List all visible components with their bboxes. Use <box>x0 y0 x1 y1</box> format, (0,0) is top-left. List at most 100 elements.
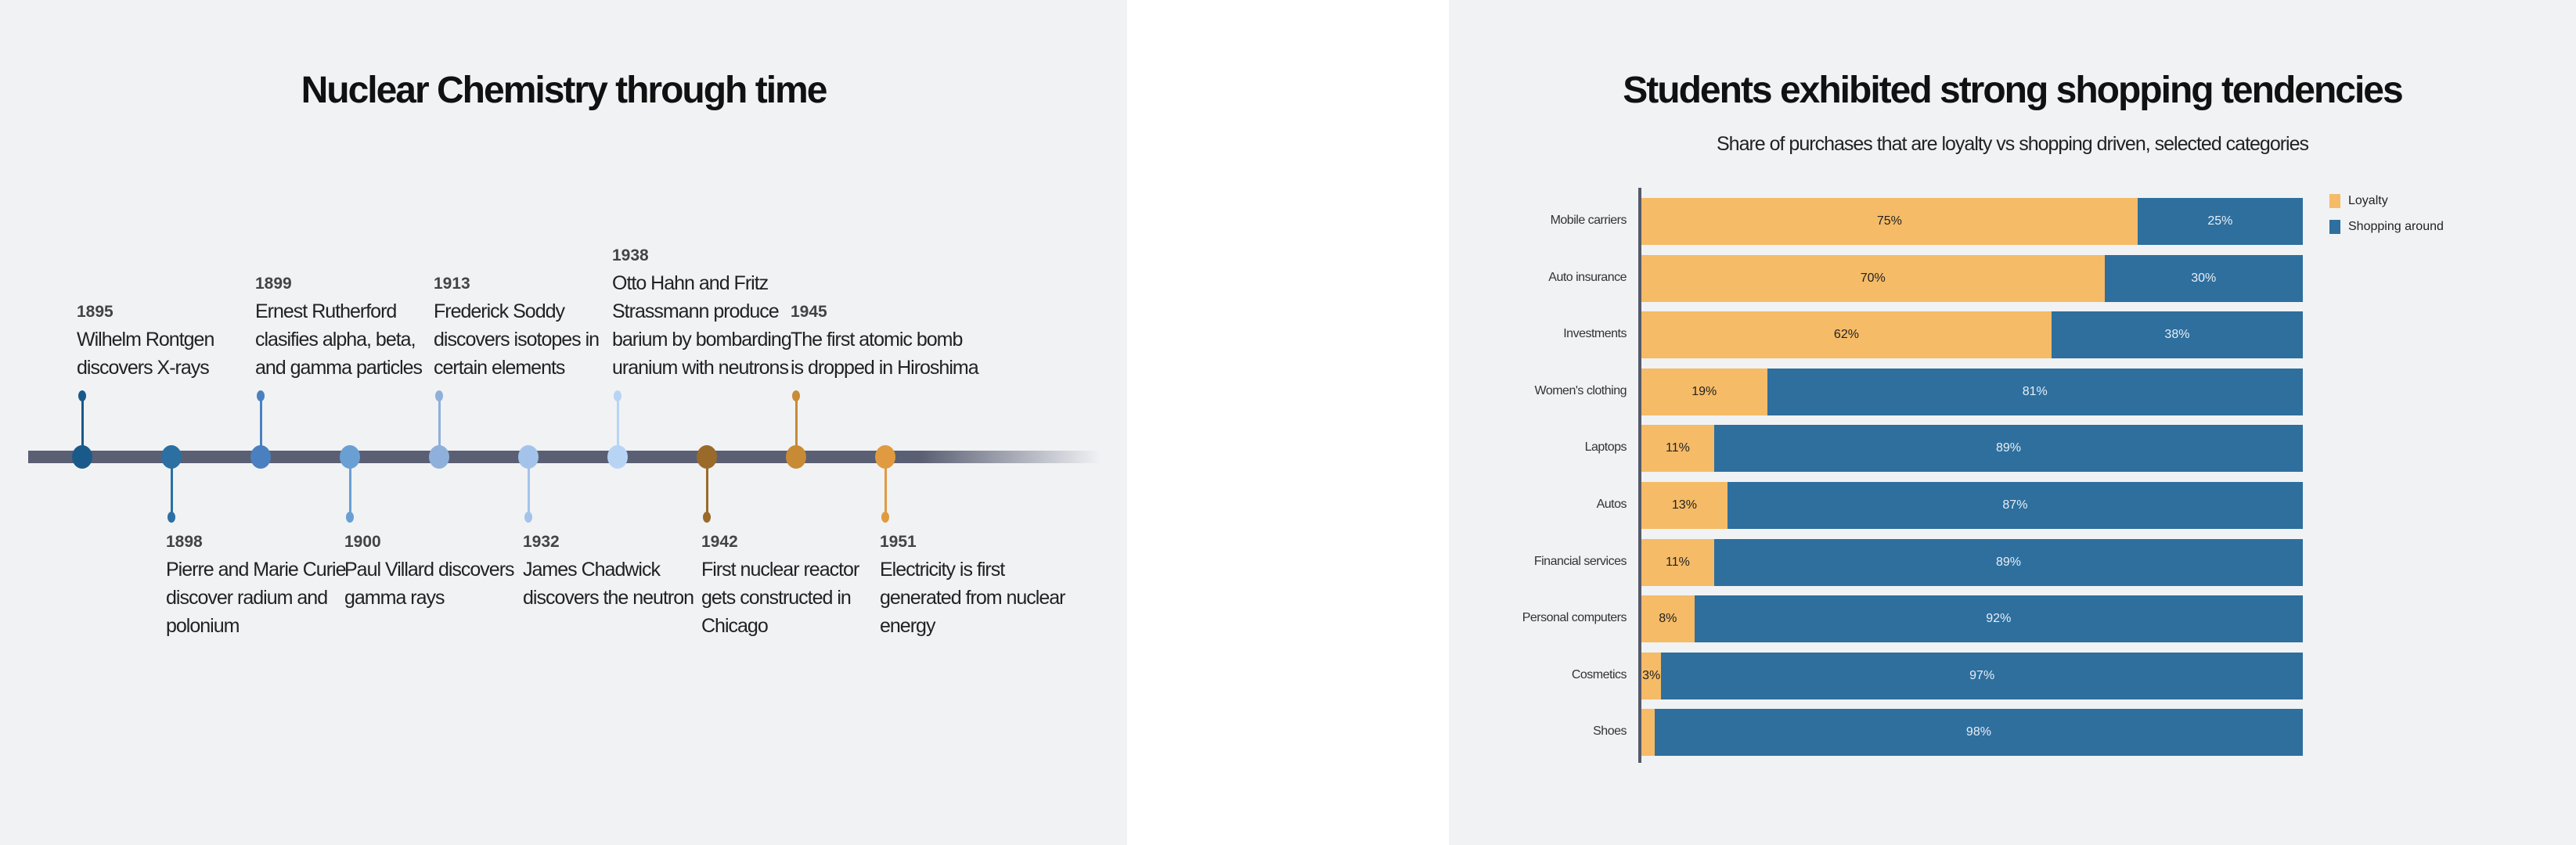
data-label: 87% <box>2002 498 2028 512</box>
data-label: 19% <box>1692 384 1717 398</box>
timeline-stem <box>81 396 84 457</box>
timeline-stem <box>348 457 351 517</box>
timeline-stem <box>794 396 798 457</box>
data-label: 89% <box>1995 441 2021 455</box>
bar-shopping-around: 89% <box>1713 425 2303 473</box>
event-year: 1900 <box>344 533 381 551</box>
bar-loyalty: 11% <box>1641 538 1714 586</box>
timeline-event-label: 1942 First nuclear reactor gets construct… <box>701 529 889 640</box>
category-label: Autos <box>1596 498 1627 511</box>
bar-shopping-around: 38% <box>2051 311 2303 359</box>
timeline-event-label: 1932 James Chadwick discovers the neutron <box>523 529 711 612</box>
bar-loyalty: 62% <box>1641 311 2052 359</box>
event-description: Paul Villard discovers gamma rays <box>344 559 515 609</box>
timeline-event-label: 1938 Otto Hahn and Fritz Strassmann produ… <box>612 243 800 382</box>
data-label: 25% <box>2207 214 2233 228</box>
event-description: Wilhelm Rontgen discovers X-rays <box>77 329 214 379</box>
data-label: 97% <box>1969 668 1995 682</box>
data-label: 38% <box>2164 328 2190 342</box>
timeline-event-label: 1898 Pierre and Marie Curie discover radi… <box>166 529 354 640</box>
timeline-end-dot <box>703 512 711 523</box>
bar-loyalty: 13% <box>1641 482 1728 529</box>
event-description: James Chadwick discovers the neutron <box>523 559 694 609</box>
y-axis-line <box>1638 188 1641 763</box>
timeline-end-dot <box>792 390 800 401</box>
legend-swatch <box>2329 220 2340 234</box>
data-label: 81% <box>2022 384 2048 398</box>
event-description: Electricity is first generated from nucl… <box>880 559 1065 637</box>
timeline-stem <box>705 457 708 517</box>
timeline-end-dot <box>881 512 889 523</box>
bar-loyalty: 19% <box>1641 368 1767 415</box>
timeline-stem <box>616 396 619 457</box>
timeline-event-label: 1945 The first atomic bomb is dropped in … <box>791 299 979 382</box>
bar-shopping-around: 92% <box>1694 595 2303 643</box>
category-label: Shoes <box>1593 725 1627 739</box>
timeline-dot <box>786 445 806 469</box>
category-label: Mobile carriers <box>1550 214 1627 227</box>
timeline-stem <box>884 457 887 517</box>
timeline-title: Nuclear Chemistry through time <box>301 70 828 111</box>
timeline-stem <box>259 396 262 457</box>
bar-loyalty: 70% <box>1641 254 2105 302</box>
timeline-end-dot <box>168 512 175 523</box>
timeline-dot <box>518 445 539 469</box>
bar-shopping-around: 87% <box>1727 482 2303 529</box>
event-year: 1932 <box>523 533 560 551</box>
timeline-dot <box>250 445 271 469</box>
timeline-end-dot <box>435 390 443 401</box>
event-year: 1945 <box>791 303 827 321</box>
timeline-end-dot <box>614 390 621 401</box>
timeline-dot <box>607 445 628 469</box>
legend-item: Shopping around <box>2329 220 2444 234</box>
data-label: 8% <box>1659 612 1677 626</box>
bar-shopping-around: 30% <box>2104 254 2303 302</box>
bar-shopping-around: 89% <box>1713 538 2303 586</box>
legend-label: Loyalty <box>2348 194 2388 207</box>
data-label: 13% <box>1671 498 1697 512</box>
timeline-stem <box>170 457 173 517</box>
bar-loyalty: 3% <box>1641 652 1662 699</box>
timeline-end-dot <box>346 512 354 523</box>
bar-loyalty: 75% <box>1641 198 2138 245</box>
timeline-event-label: 1951 Electricity is first generated from … <box>880 529 1068 640</box>
timeline-dot <box>697 445 717 469</box>
data-label: 11% <box>1666 555 1690 569</box>
timeline-end-dot <box>78 390 86 401</box>
data-label: 3% <box>1642 668 1661 682</box>
timeline-dot <box>875 445 895 469</box>
chart-title: Students exhibited strong shopping tende… <box>1623 70 2403 111</box>
timeline-end-dot <box>257 390 265 401</box>
event-description: Otto Hahn and Fritz Strassmann produce b… <box>612 272 792 379</box>
event-year: 1951 <box>880 533 917 551</box>
event-description: First nuclear reactor gets constructed i… <box>701 559 859 637</box>
event-year: 1895 <box>77 303 113 321</box>
bar-loyalty <box>1641 709 1655 757</box>
category-label: Auto insurance <box>1548 270 1627 284</box>
data-label: 98% <box>1965 725 1991 739</box>
category-label: Personal computers <box>1522 611 1627 625</box>
event-description: The first atomic bomb is dropped in Hiro… <box>791 329 979 379</box>
timeline-event-label: 1899 Ernest Rutherford clasifies alpha, b… <box>255 271 443 382</box>
data-label: 75% <box>1876 214 1902 228</box>
bar-shopping-around: 81% <box>1767 368 2303 415</box>
timeline-dot <box>429 445 449 469</box>
timeline-panel: Nuclear Chemistry through time 1895 Wilhe… <box>0 0 1127 845</box>
legend-label: Shopping around <box>2348 220 2444 233</box>
category-label: Women's clothing <box>1534 383 1627 397</box>
timeline-axis <box>28 451 1101 463</box>
timeline-end-dot <box>524 512 532 523</box>
event-description: Pierre and Marie Curie discover radium a… <box>166 559 347 637</box>
chart-panel: Students exhibited strong shopping tende… <box>1449 0 2576 845</box>
legend-swatch <box>2329 194 2340 208</box>
data-label: 70% <box>1860 271 1886 285</box>
event-year: 1938 <box>612 246 649 264</box>
event-description: Ernest Rutherford clasifies alpha, beta,… <box>255 300 423 379</box>
event-year: 1899 <box>255 275 292 293</box>
legend-item: Loyalty <box>2329 194 2388 208</box>
timeline-dot <box>340 445 360 469</box>
category-label: Cosmetics <box>1571 667 1627 681</box>
chart-subtitle: Share of purchases that are loyalty vs s… <box>1716 133 2309 155</box>
event-year: 1913 <box>434 275 470 293</box>
category-label: Laptops <box>1584 440 1627 455</box>
